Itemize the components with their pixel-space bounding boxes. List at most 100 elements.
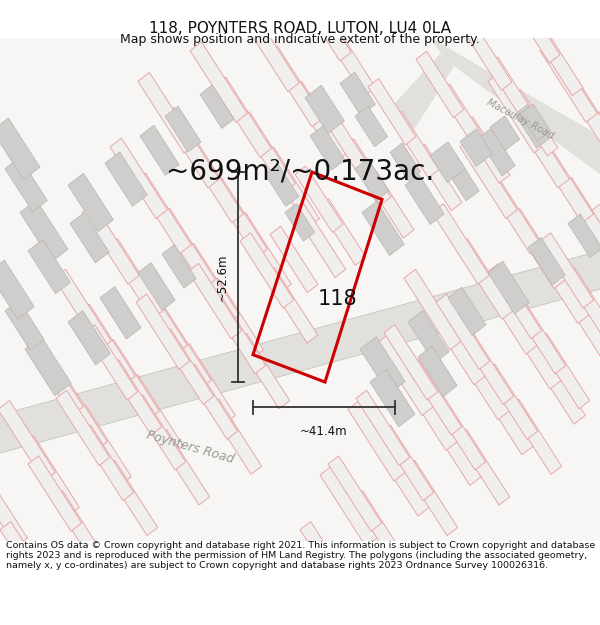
Polygon shape (110, 138, 167, 219)
Polygon shape (414, 144, 462, 211)
Polygon shape (488, 261, 529, 314)
Text: Poynters Road: Poynters Road (145, 429, 235, 466)
Text: Contains OS data © Crown copyright and database right 2021. This information is : Contains OS data © Crown copyright and d… (6, 541, 595, 571)
Polygon shape (512, 0, 560, 63)
Polygon shape (295, 166, 343, 232)
Polygon shape (352, 491, 406, 566)
Polygon shape (78, 304, 136, 385)
Polygon shape (50, 370, 107, 451)
Polygon shape (236, 333, 290, 409)
Text: Map shows position and indicative extent of the property.: Map shows position and indicative extent… (120, 32, 480, 46)
Polygon shape (262, 147, 319, 228)
Text: ~52.6m: ~52.6m (215, 253, 229, 301)
Polygon shape (212, 298, 266, 374)
Polygon shape (404, 460, 458, 536)
Polygon shape (264, 268, 317, 343)
Polygon shape (532, 243, 589, 324)
Polygon shape (290, 81, 347, 162)
Polygon shape (238, 112, 295, 192)
Polygon shape (488, 72, 545, 153)
Polygon shape (305, 85, 344, 134)
Polygon shape (132, 394, 185, 470)
Polygon shape (584, 213, 600, 293)
Polygon shape (540, 232, 593, 308)
Polygon shape (210, 177, 268, 258)
Polygon shape (439, 84, 487, 151)
Polygon shape (346, 0, 403, 31)
Polygon shape (182, 243, 239, 324)
Polygon shape (480, 274, 538, 354)
Polygon shape (464, 24, 512, 90)
Polygon shape (56, 390, 110, 466)
Polygon shape (154, 309, 211, 389)
Text: Macaulay Road: Macaulay Road (485, 98, 555, 141)
Polygon shape (476, 374, 533, 455)
Polygon shape (436, 294, 490, 369)
Polygon shape (28, 239, 70, 294)
Polygon shape (484, 364, 538, 439)
Polygon shape (0, 118, 40, 180)
Polygon shape (52, 491, 106, 566)
Polygon shape (564, 268, 600, 343)
Polygon shape (456, 239, 514, 319)
Polygon shape (140, 125, 179, 176)
Polygon shape (362, 201, 404, 256)
Polygon shape (156, 429, 209, 505)
Polygon shape (188, 263, 242, 339)
Polygon shape (160, 329, 214, 404)
Polygon shape (310, 126, 345, 170)
Polygon shape (460, 329, 514, 404)
Polygon shape (508, 208, 565, 289)
Polygon shape (240, 232, 293, 308)
Polygon shape (348, 401, 406, 481)
Polygon shape (356, 390, 410, 466)
Polygon shape (380, 425, 434, 501)
Polygon shape (165, 106, 201, 152)
Polygon shape (0, 401, 55, 481)
Polygon shape (404, 269, 461, 350)
Polygon shape (138, 262, 175, 310)
Polygon shape (270, 226, 318, 292)
Polygon shape (68, 173, 113, 232)
Polygon shape (186, 142, 244, 223)
Polygon shape (328, 456, 382, 531)
Polygon shape (384, 324, 437, 400)
Polygon shape (208, 399, 262, 474)
Polygon shape (105, 152, 147, 206)
Polygon shape (508, 399, 562, 474)
Polygon shape (292, 202, 346, 278)
Polygon shape (20, 200, 68, 262)
Polygon shape (512, 298, 566, 374)
Polygon shape (340, 72, 376, 116)
Polygon shape (104, 460, 158, 536)
Polygon shape (80, 425, 134, 501)
Polygon shape (54, 269, 112, 350)
Polygon shape (462, 117, 510, 183)
Polygon shape (158, 208, 215, 289)
Polygon shape (366, 171, 414, 238)
Polygon shape (390, 54, 455, 136)
Polygon shape (460, 129, 493, 166)
Polygon shape (535, 29, 583, 96)
Polygon shape (592, 202, 600, 278)
Polygon shape (512, 107, 569, 188)
Polygon shape (28, 456, 82, 531)
Polygon shape (265, 164, 299, 206)
Polygon shape (448, 287, 486, 336)
Polygon shape (405, 174, 444, 224)
Polygon shape (266, 46, 323, 127)
Polygon shape (360, 337, 405, 394)
Polygon shape (400, 370, 457, 451)
Polygon shape (5, 300, 44, 351)
Polygon shape (540, 42, 598, 122)
Polygon shape (488, 263, 542, 339)
Polygon shape (520, 104, 550, 141)
Polygon shape (234, 213, 292, 293)
Polygon shape (300, 521, 353, 597)
Polygon shape (108, 359, 161, 435)
Polygon shape (26, 335, 83, 416)
Polygon shape (430, 38, 600, 174)
Polygon shape (376, 335, 433, 416)
Polygon shape (285, 204, 315, 241)
Polygon shape (178, 344, 235, 424)
